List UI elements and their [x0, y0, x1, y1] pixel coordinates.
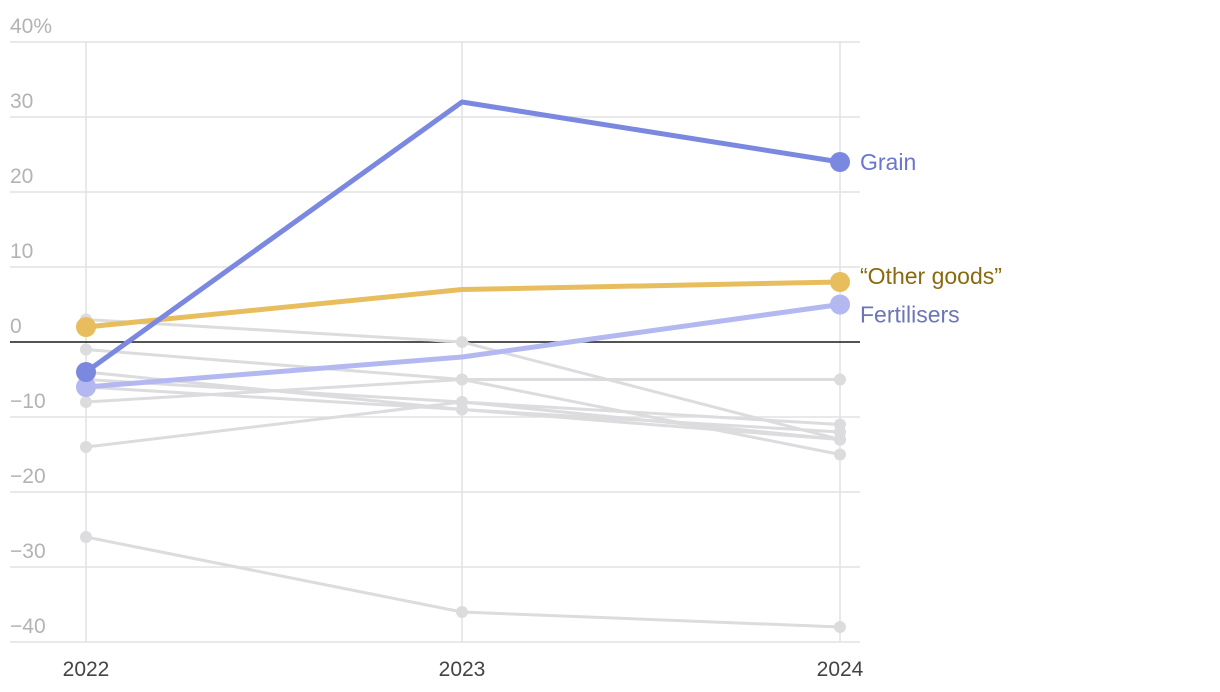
series-line-grain — [83, 99, 843, 375]
data-point-background — [456, 373, 468, 386]
data-point-other-goods — [76, 317, 96, 337]
data-point-background — [834, 621, 846, 633]
data-point-background — [80, 396, 92, 408]
data-point-background — [834, 373, 846, 386]
x-tick-label: 2024 — [817, 658, 864, 681]
y-tick-label: −40 — [10, 615, 46, 638]
series-label-grain: Grain — [860, 149, 916, 175]
data-point-grain — [76, 362, 96, 382]
data-point-background — [456, 606, 468, 618]
data-point-fertilisers — [830, 294, 850, 315]
data-point-background — [834, 418, 846, 431]
series-label-fertilisers: Fertilisers — [860, 302, 960, 328]
y-tick-label: 0 — [10, 315, 22, 338]
y-tick-label: −20 — [10, 465, 46, 488]
y-tick-label: 10 — [10, 240, 33, 263]
x-tick-label: 2022 — [63, 658, 110, 681]
x-tick-label: 2023 — [439, 658, 486, 681]
y-tick-label: −30 — [10, 540, 46, 563]
series-label-other-goods: “Other goods” — [860, 263, 1002, 289]
data-point-background — [456, 336, 468, 348]
data-point-background — [834, 448, 846, 461]
data-point-other-goods — [830, 272, 850, 292]
data-point-background — [80, 343, 92, 356]
data-point-background — [834, 433, 846, 446]
y-tick-label: 40% — [10, 15, 52, 38]
data-point-grain — [830, 152, 850, 172]
y-tick-label: 20 — [10, 165, 33, 188]
data-point-fertilisers — [76, 377, 96, 397]
series-line-fertilisers — [83, 302, 843, 390]
y-tick-label: −10 — [10, 390, 46, 413]
data-point-background — [456, 396, 468, 408]
series-line-other-goods — [83, 279, 843, 330]
data-point-background — [80, 441, 92, 453]
data-point-background — [80, 531, 92, 543]
y-tick-label: 30 — [10, 90, 33, 113]
